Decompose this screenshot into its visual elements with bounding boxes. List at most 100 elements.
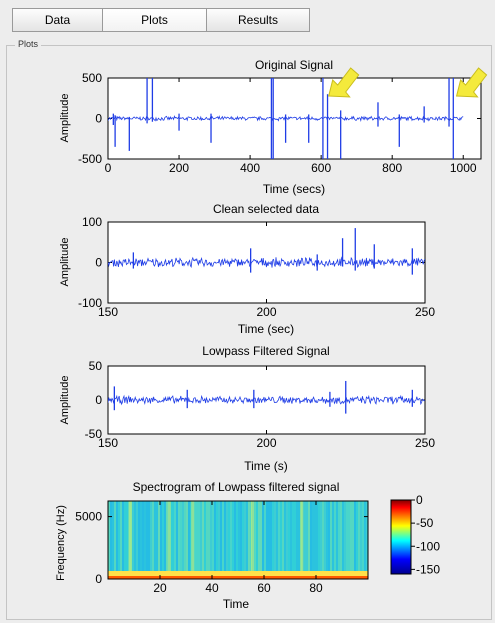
spectrogram-column xyxy=(286,501,288,579)
spectrogram-column xyxy=(264,501,266,579)
spectrogram-column xyxy=(290,501,292,579)
x-tick-label: 0 xyxy=(105,161,112,175)
spectrogram-column xyxy=(298,501,300,579)
spectrogram-column xyxy=(150,501,152,579)
spectrogram-column xyxy=(200,501,202,579)
y-tick-label: 0 xyxy=(95,393,102,407)
spectrogram-column xyxy=(164,501,166,579)
tab-plots[interactable]: Plots xyxy=(102,8,206,32)
spectrogram-column xyxy=(282,501,284,579)
spectrogram-column xyxy=(328,501,330,579)
spectrogram-column xyxy=(120,501,122,579)
x-tick-label: 200 xyxy=(169,161,189,175)
spectrogram-band xyxy=(167,501,171,579)
spectrogram-column xyxy=(284,501,286,579)
spectrogram-band xyxy=(251,501,254,579)
spectrogram-column xyxy=(112,501,114,579)
tab-results[interactable]: Results xyxy=(206,8,310,32)
spectrogram-column xyxy=(360,501,362,579)
spectrogram-column xyxy=(278,501,280,579)
spectrogram-column xyxy=(134,501,136,579)
spectrogram-column xyxy=(110,501,112,579)
spectrogram-column xyxy=(220,501,222,579)
colorbar-tick-label: -150 xyxy=(416,562,440,576)
spectrogram-column xyxy=(198,501,200,579)
spectrogram-lowfreq xyxy=(108,576,368,579)
original-signal-plot: Original Signal 0 200 400 600 800 10005000-50… xyxy=(59,58,482,196)
spectrogram-column xyxy=(138,501,140,579)
y-axis-label: Amplitude xyxy=(59,238,71,287)
spectrogram-column xyxy=(166,501,168,579)
y-tick-label: 50 xyxy=(89,359,103,373)
x-tick-label: 20 xyxy=(153,581,167,595)
spectrogram-column xyxy=(190,501,192,579)
y-axis-label: Amplitude xyxy=(59,376,71,425)
y-axis-label: Frequency (Hz) xyxy=(55,505,67,581)
spectrogram-column xyxy=(158,501,160,579)
spectrogram-plot: Spectrogram of Lowpass filtered signal 2… xyxy=(55,480,440,611)
spectrogram-column xyxy=(344,501,346,579)
spectrogram-band xyxy=(191,501,195,579)
spectrogram-column xyxy=(350,501,352,579)
spectrogram-column xyxy=(312,501,314,579)
spectrogram-column xyxy=(126,501,128,579)
lowpass-signal-plot: Lowpass Filtered Signal 150 200 250500-50 … xyxy=(59,344,435,473)
spectrogram-column xyxy=(206,501,208,579)
spectrogram-column xyxy=(310,501,312,579)
spectrogram-column xyxy=(334,501,336,579)
y-tick-label: 0 xyxy=(95,256,102,270)
y-axis-label: Amplitude xyxy=(59,94,71,143)
x-tick-label: 600 xyxy=(311,161,331,175)
tab-data[interactable]: Data xyxy=(12,8,102,32)
spectrogram-column xyxy=(324,501,326,579)
y-tick-label: -100 xyxy=(78,296,102,310)
spectrogram-column xyxy=(224,501,226,579)
spectrogram-column xyxy=(228,501,230,579)
spectrogram-column xyxy=(124,501,126,579)
spectrogram-column xyxy=(152,501,154,579)
spectrogram-column xyxy=(314,501,316,579)
spectrogram-column xyxy=(208,501,210,579)
spectrogram-column xyxy=(326,501,328,579)
spectrogram-column xyxy=(116,501,118,579)
spectrogram-column xyxy=(218,501,220,579)
spectrogram-column xyxy=(352,501,354,579)
spectrogram-column xyxy=(258,501,260,579)
spectrogram-column xyxy=(156,501,158,579)
colorbar-tick-label: -50 xyxy=(416,516,434,530)
spectrogram-column xyxy=(196,501,198,579)
spectrogram-column xyxy=(114,501,116,579)
spectrogram-column xyxy=(242,501,244,579)
spectrogram-column xyxy=(178,501,180,579)
spectrogram-column xyxy=(236,501,238,579)
spectrogram-column xyxy=(232,501,234,579)
x-tick-label: 400 xyxy=(240,161,260,175)
spectrogram-column xyxy=(210,501,212,579)
spectrogram-band xyxy=(300,501,304,579)
x-tick-label: 250 xyxy=(415,305,435,319)
spectrogram-column xyxy=(342,501,344,579)
spectrogram-column xyxy=(322,501,324,579)
spectrogram-lowfreq xyxy=(108,571,368,576)
spectrogram-column xyxy=(184,501,186,579)
spectrogram-column xyxy=(188,501,190,579)
spectrogram-column xyxy=(306,501,308,579)
spectrogram-column xyxy=(240,501,242,579)
spectrogram-column xyxy=(262,501,264,579)
plot-area xyxy=(107,500,369,580)
spectrogram-column xyxy=(154,501,156,579)
spectrogram-column xyxy=(354,501,356,579)
spectrogram-column xyxy=(270,501,272,579)
spectrogram-column xyxy=(276,501,278,579)
spectrogram-column xyxy=(204,501,206,579)
spectrogram-column xyxy=(268,501,270,579)
spectrogram-column xyxy=(212,501,214,579)
spectrogram-column xyxy=(194,501,196,579)
spectrogram-column xyxy=(308,501,310,579)
chart-title: Original Signal xyxy=(255,58,333,72)
clean-data-plot: Clean selected data 150 200 250 100 0 -100 Ti… xyxy=(59,202,435,336)
spectrogram-column xyxy=(246,501,248,579)
x-tick-label: 200 xyxy=(256,305,276,319)
spectrogram-column xyxy=(296,501,298,579)
y-tick-label: 0 xyxy=(95,112,102,126)
